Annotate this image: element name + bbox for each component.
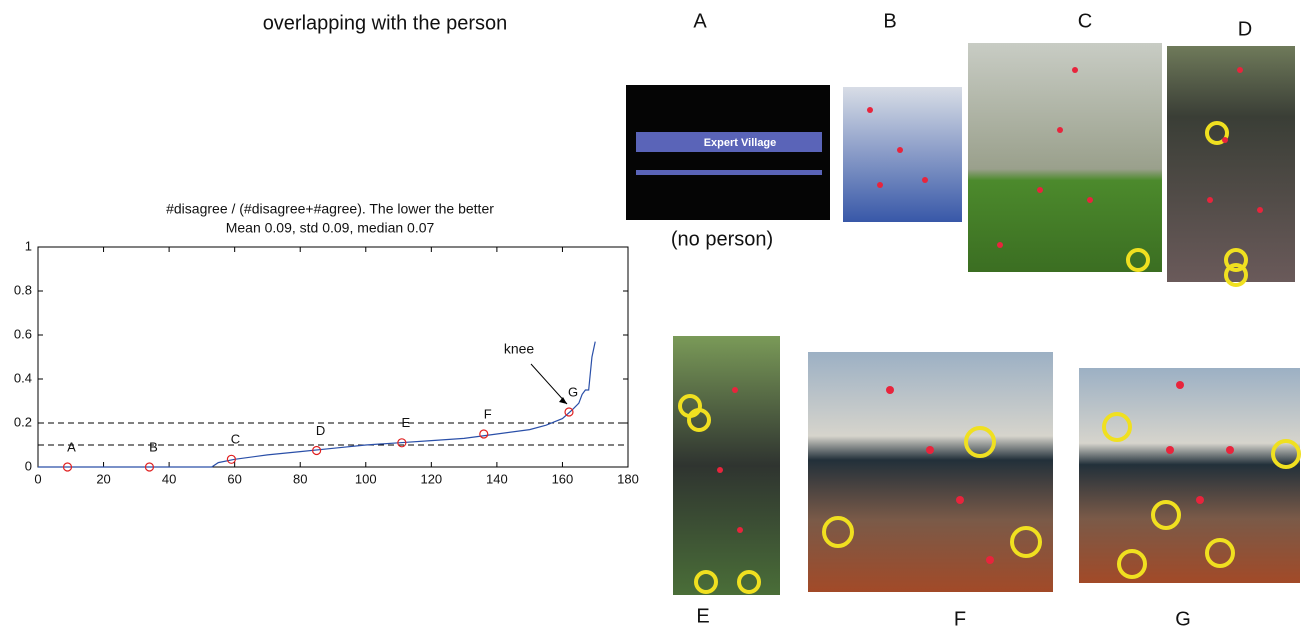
panel-label: D — [1238, 18, 1252, 40]
panel-label: C — [1078, 10, 1092, 32]
y-tick-label: 0.8 — [14, 282, 32, 297]
point-label: E — [401, 415, 410, 430]
watermark: Expert Village — [704, 137, 777, 149]
y-tick-label: 0 — [25, 458, 32, 473]
x-tick-label: 160 — [552, 471, 574, 486]
x-tick-label: 180 — [617, 471, 639, 486]
x-tick-label: 140 — [486, 471, 508, 486]
point-label: C — [231, 432, 240, 447]
point-label: A — [67, 439, 76, 454]
annotation: knee — [504, 341, 535, 357]
panel-label: G — [1175, 608, 1191, 630]
image-b — [843, 87, 962, 222]
arrow-head — [559, 397, 567, 404]
point-label: G — [568, 384, 578, 399]
point-label: F — [484, 406, 492, 421]
image-g — [1079, 368, 1300, 583]
y-tick-label: 1 — [25, 238, 32, 253]
panel-label: E — [696, 605, 709, 627]
x-tick-label: 20 — [96, 471, 110, 486]
x-tick-label: 60 — [227, 471, 241, 486]
x-tick-label: 100 — [355, 471, 377, 486]
image-f — [808, 352, 1053, 592]
x-tick-label: 120 — [420, 471, 442, 486]
point-label: B — [149, 439, 158, 454]
plot-frame — [38, 247, 628, 467]
panel-label: B — [883, 10, 896, 32]
x-tick-label: 40 — [162, 471, 176, 486]
data-line — [38, 342, 595, 467]
no-person-note: (no person) — [671, 228, 773, 250]
page: {"heading": "overlapping with the person… — [0, 0, 1315, 631]
banner-line — [636, 170, 822, 175]
chart-subtitle: Mean 0.09, std 0.09, median 0.07 — [226, 220, 435, 236]
x-tick-label: 80 — [293, 471, 307, 486]
heading: overlapping with the person — [263, 12, 508, 34]
image-d — [1167, 46, 1295, 282]
panel-label: F — [954, 608, 966, 630]
image-a — [626, 85, 830, 220]
image-c — [968, 43, 1162, 272]
annotation-arrow — [531, 364, 567, 404]
image-e — [673, 336, 780, 595]
panel-label: A — [693, 10, 707, 32]
point-label: D — [316, 423, 325, 438]
y-tick-label: 0.6 — [14, 326, 32, 341]
x-tick-label: 0 — [34, 471, 41, 486]
y-tick-label: 0.4 — [14, 370, 32, 385]
chart-title: #disagree / (#disagree+#agree). The lowe… — [166, 201, 494, 217]
point-marker — [480, 430, 488, 438]
figure: overlapping with the person #disagree / … — [0, 0, 1315, 631]
y-tick-label: 0.2 — [14, 414, 32, 429]
